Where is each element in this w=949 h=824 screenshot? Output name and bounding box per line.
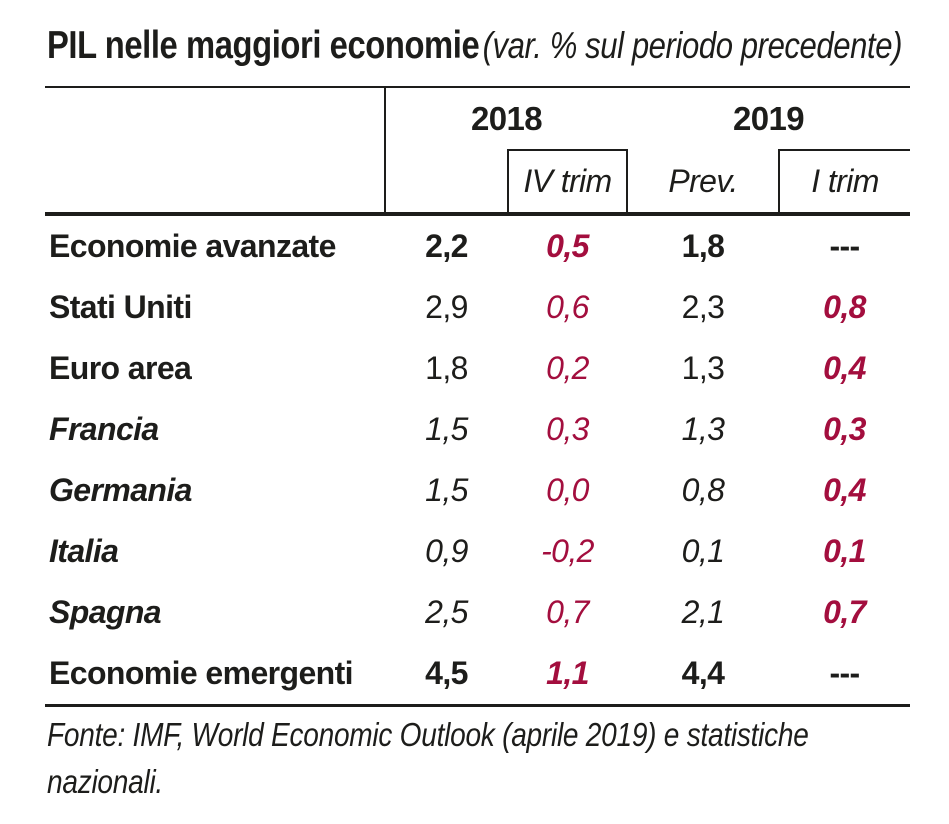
row-label: Euro area (49, 350, 192, 386)
value-iv-trim: 0,7 (546, 594, 589, 630)
value-2018: 4,5 (425, 655, 468, 691)
value-iv-trim: 0,2 (546, 350, 589, 386)
value-2018: 1,5 (425, 472, 468, 508)
table-row-francia: Francia 1,5 0,3 1,3 0,3 (45, 399, 910, 460)
row-label: Spagna (49, 594, 162, 630)
value-i-trim: 0,8 (823, 289, 866, 325)
value-2018: 2,5 (425, 594, 468, 630)
value-prev: 2,1 (681, 594, 725, 630)
source-note: Fonte: IMF, World Economic Outlook (apri… (47, 716, 809, 800)
value-iv-trim: 0,3 (546, 411, 589, 447)
column-group-2019: 2019 (733, 99, 805, 137)
table-header: 2018 2019 IV trim Prev. I trim (45, 87, 911, 216)
value-iv-trim: 0,5 (546, 228, 589, 264)
row-label: Germania (49, 472, 192, 508)
header-row-subcolumns: IV trim Prev. I trim (45, 149, 911, 216)
page-title: PIL nelle maggiori economie (var. % sul … (47, 24, 902, 68)
value-2018: 2,9 (425, 289, 468, 325)
table-row-germania: Germania 1,5 0,0 0,8 0,4 (45, 460, 910, 521)
value-i-trim: 0,3 (823, 411, 866, 447)
table-body: Economie avanzate 2,2 0,5 1,8 --- Stati … (45, 214, 910, 706)
value-prev: 4,4 (681, 655, 725, 691)
table-row-euro-area: Euro area 1,8 0,2 1,3 0,4 (45, 338, 910, 399)
value-iv-trim: 0,0 (546, 472, 589, 508)
row-label: Stati Uniti (49, 289, 192, 325)
value-prev: 2,3 (681, 289, 725, 325)
value-i-trim: 0,4 (823, 350, 866, 386)
value-i-trim: 0,7 (823, 594, 866, 630)
value-i-trim: --- (829, 228, 860, 264)
table-row-economie-emergenti: Economie emergenti 4,5 1,1 4,4 --- (45, 643, 910, 706)
value-prev: 1,3 (681, 411, 725, 447)
row-label: Economie emergenti (49, 655, 354, 691)
table-row-stati-uniti: Stati Uniti 2,9 0,6 2,3 0,8 (45, 277, 910, 338)
table-row-spagna: Spagna 2,5 0,7 2,1 0,7 (45, 582, 910, 643)
value-i-trim: 0,1 (823, 533, 866, 569)
row-label: Economie avanzate (49, 228, 336, 264)
subheader-i-trim: I trim (778, 149, 911, 216)
value-prev: 0,1 (681, 533, 725, 569)
table-row-italia: Italia 0,9 -0,2 0,1 0,1 (45, 521, 910, 582)
title-main: PIL nelle maggiori economie (47, 24, 480, 67)
value-2018: 0,9 (425, 533, 468, 569)
value-i-trim: 0,4 (823, 472, 866, 508)
value-i-trim: --- (829, 655, 860, 691)
subheader-prev: Prev. (627, 150, 780, 216)
row-label: Francia (49, 411, 159, 447)
subheader-iv-trim: IV trim (506, 149, 629, 216)
column-group-2018: 2018 (471, 99, 543, 137)
header-row-years: 2018 2019 (45, 87, 910, 216)
value-prev: 0,8 (681, 472, 725, 508)
value-prev: 1,3 (681, 350, 725, 386)
value-prev: 1,8 (681, 228, 725, 264)
gdp-data-table: 2018 2019 IV trim Prev. I trim Economie … (45, 86, 911, 707)
value-iv-trim: 1,1 (546, 655, 589, 691)
title-subtitle: (var. % sul periodo precedente) (482, 25, 903, 66)
value-2018: 1,8 (425, 350, 468, 386)
subheader-2018-annual (385, 150, 508, 216)
value-iv-trim: 0,6 (546, 289, 589, 325)
value-2018: 2,2 (425, 228, 468, 264)
corner-cell (45, 87, 386, 216)
value-2018: 1,5 (425, 411, 468, 447)
value-iv-trim: -0,2 (541, 533, 594, 569)
row-label: Italia (49, 533, 119, 569)
table-row-economie-avanzate: Economie avanzate 2,2 0,5 1,8 --- (45, 214, 910, 277)
